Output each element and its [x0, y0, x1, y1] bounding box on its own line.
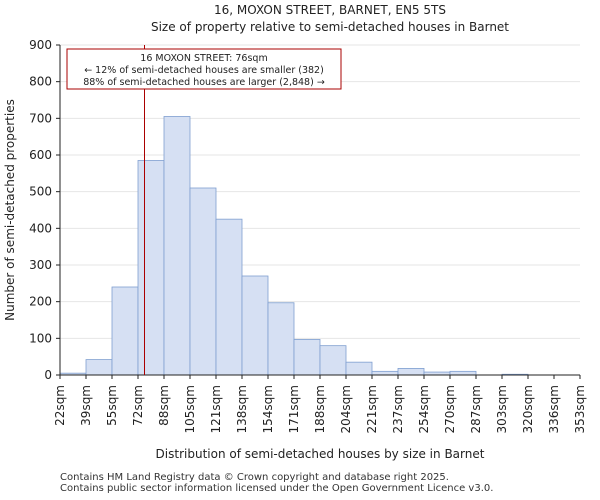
histogram-chart: 16, MOXON STREET, BARNET, EN5 5TS Size o… [3, 3, 587, 461]
x-tick-label: 121sqm [209, 385, 223, 433]
chart-title: 16, MOXON STREET, BARNET, EN5 5TS [214, 3, 446, 17]
x-tick-label: 287sqm [469, 385, 483, 433]
bar [241, 275, 269, 376]
chart-subtitle: Size of property relative to semi-detach… [151, 20, 509, 34]
bar [449, 370, 477, 376]
bar [189, 187, 217, 376]
y-tick-label: 700 [29, 111, 52, 125]
x-tick-label: 171sqm [287, 385, 301, 433]
plot-area: 0 100 200 300 400 500 600 700 800 900 22sqm 39sqm 55… [29, 38, 587, 433]
bar [319, 345, 347, 376]
y-tick-label: 100 [29, 331, 52, 345]
bar [85, 359, 113, 376]
x-axis-label: Distribution of semi-detached houses by … [156, 447, 485, 461]
bar [215, 218, 243, 376]
x-tick-label: 303sqm [495, 385, 509, 433]
x-tick-label: 88sqm [157, 385, 171, 426]
x-tick-label: 320sqm [521, 385, 535, 433]
x-tick-label: 270sqm [443, 385, 457, 433]
annotation-box [66, 48, 342, 90]
bar [137, 160, 165, 376]
x-tick-label: 105sqm [183, 385, 197, 433]
bar [293, 339, 321, 376]
bar [267, 302, 295, 376]
x-tick-label: 154sqm [261, 385, 275, 433]
bar [397, 367, 425, 376]
bar [111, 286, 139, 376]
x-tick-label: 336sqm [547, 385, 561, 433]
bar [345, 361, 373, 376]
x-tick-label: 237sqm [391, 385, 405, 433]
x-tick-label: 204sqm [339, 385, 353, 433]
annotation-line: ← 12% of semi-detached houses are smalle… [84, 65, 324, 76]
y-tick-label: 900 [29, 38, 52, 52]
y-tick-label: 300 [29, 258, 52, 272]
x-tick-label: 72sqm [131, 385, 145, 426]
bar [371, 370, 399, 376]
x-tick-label: 39sqm [79, 385, 93, 426]
y-tick-label: 500 [29, 185, 52, 199]
annotation-line: 16 MOXON STREET: 76sqm [140, 53, 267, 64]
y-tick-label: 600 [29, 148, 52, 162]
x-tick-label: 188sqm [313, 385, 327, 433]
y-axis-label: Number of semi-detached properties [3, 99, 17, 321]
footer: Contains HM Land Registry data © Crown c… [60, 472, 493, 494]
x-tick-label: 221sqm [365, 385, 379, 433]
x-tick-label: 55sqm [105, 385, 119, 426]
footer-line-1: Contains HM Land Registry data © Crown c… [60, 472, 449, 483]
y-tick-label: 800 [29, 75, 52, 89]
x-tick-label: 22sqm [53, 385, 67, 426]
x-tick-label: 254sqm [417, 385, 431, 433]
annotation-line: 88% of semi-detached houses are larger (… [83, 77, 325, 88]
bar [163, 116, 191, 376]
y-tick-label: 0 [44, 368, 52, 382]
x-tick-label: 353sqm [573, 385, 587, 433]
y-tick-label: 400 [29, 221, 52, 235]
x-tick-label: 138sqm [235, 385, 249, 433]
footer-line-2: Contains public sector information licen… [60, 483, 494, 494]
y-tick-label: 200 [29, 295, 52, 309]
